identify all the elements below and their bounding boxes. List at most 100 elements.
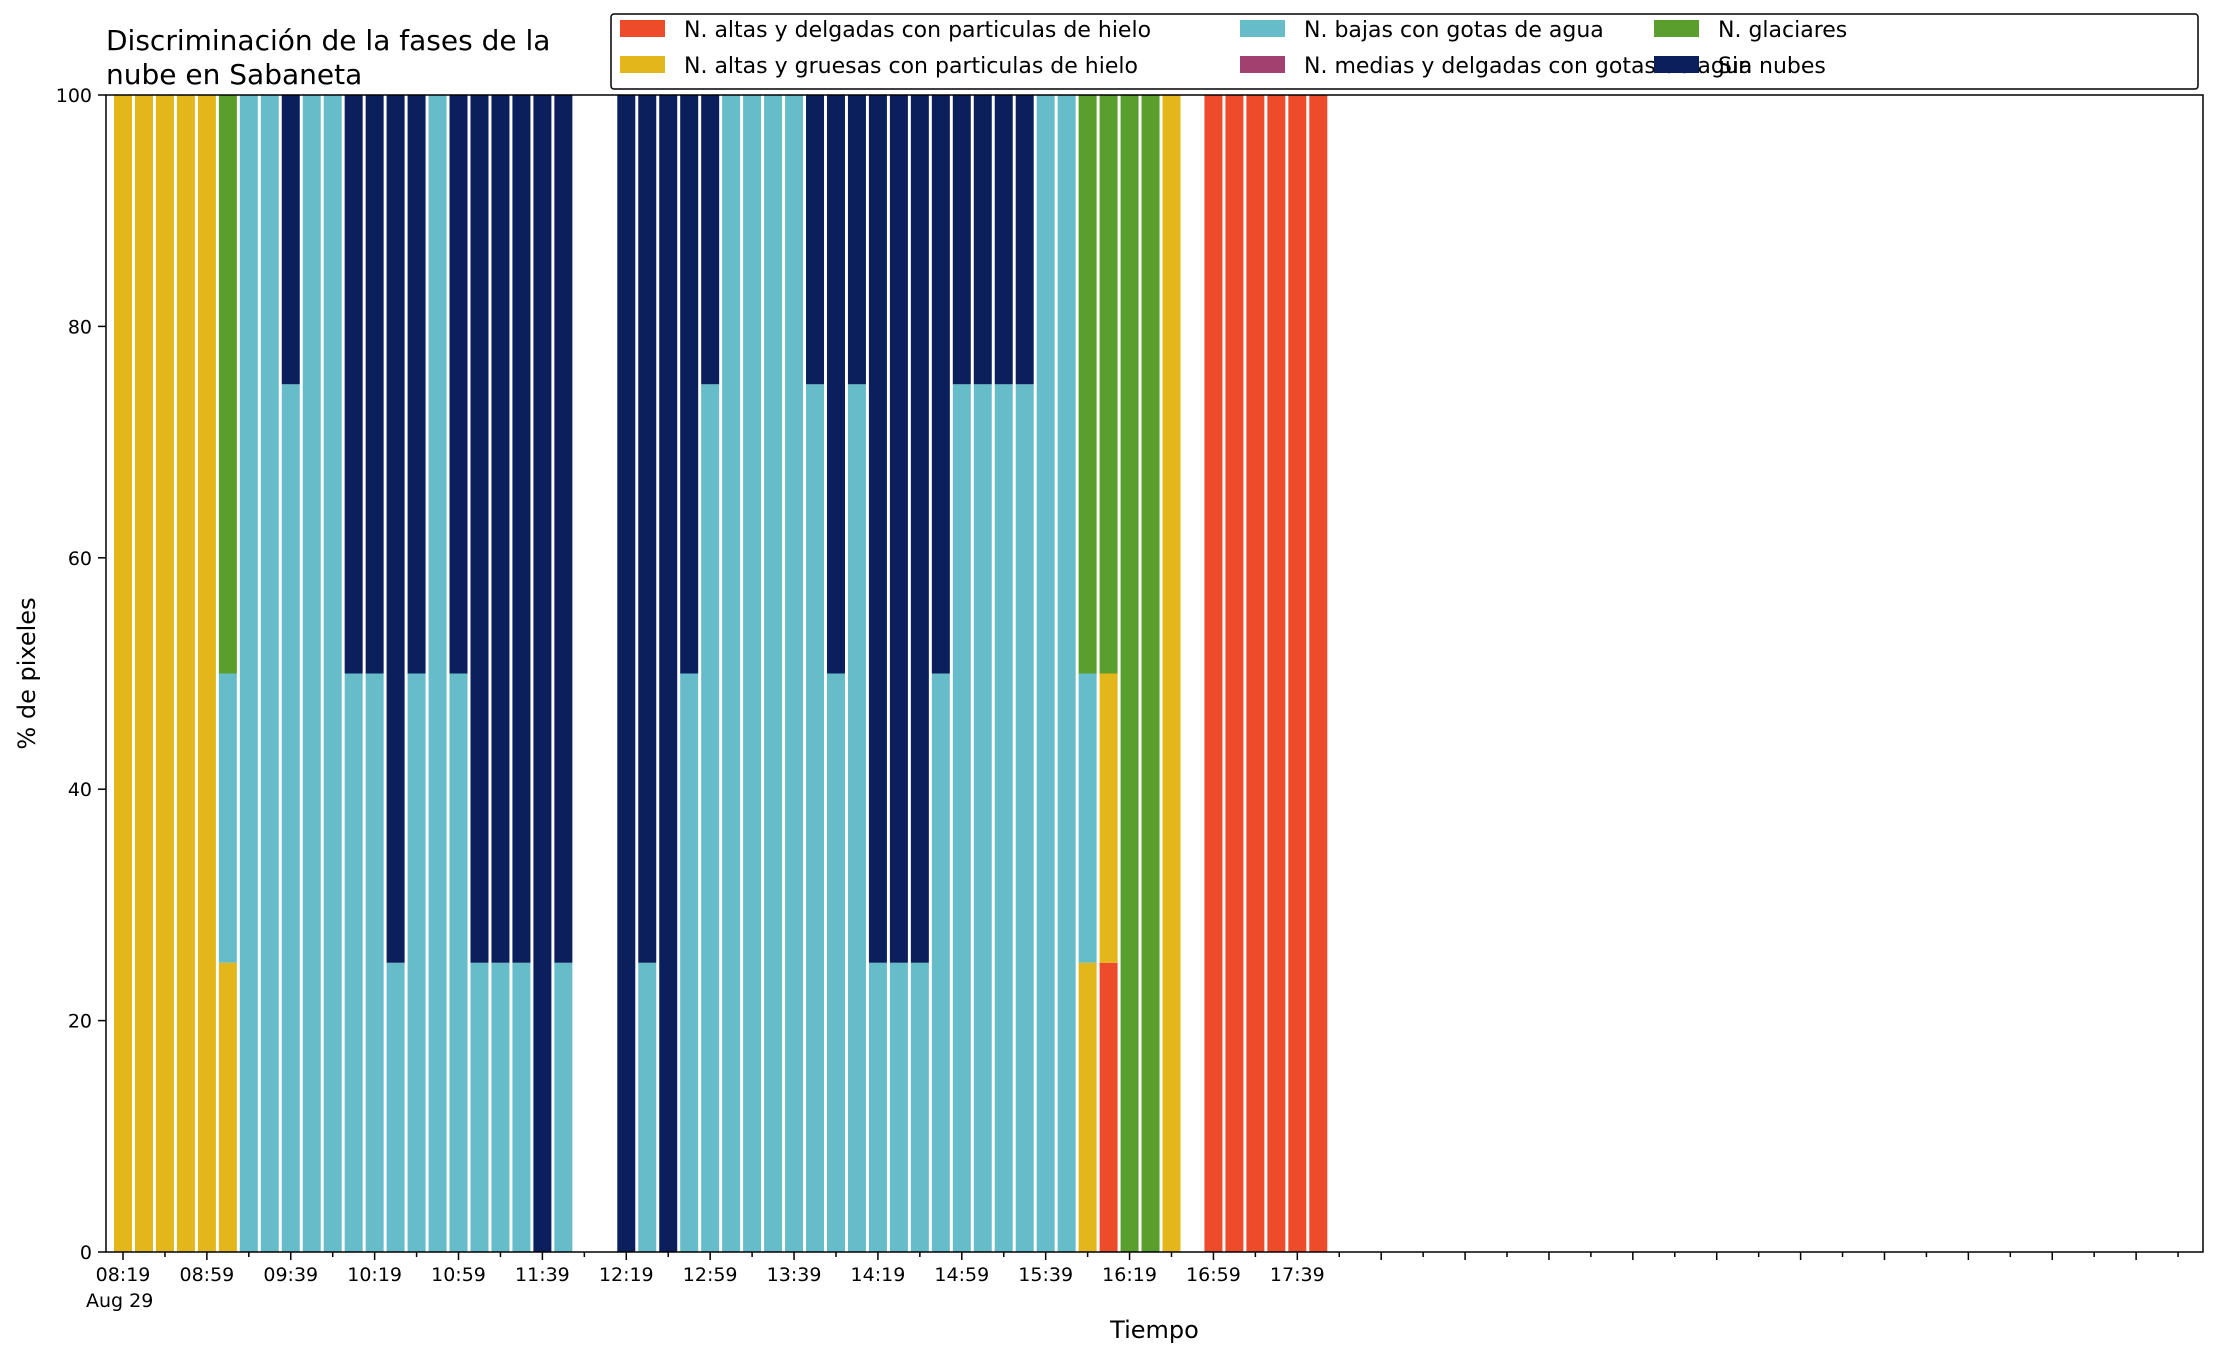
bar-segment — [386, 95, 405, 963]
bar-segment — [155, 95, 174, 1252]
legend-label: N. altas y delgadas con particulas de hi… — [684, 18, 1151, 43]
bar-segment — [449, 673, 468, 1252]
bar-segment — [1078, 95, 1097, 674]
bar-segment — [407, 673, 426, 1252]
bar-segment — [176, 95, 195, 1252]
bar-segment — [889, 95, 908, 963]
y-tick-label: 80 — [68, 316, 92, 338]
x-axis: 08:19 08:59 09:39 10:19 10:59 11:39 12:19 12:59… — [96, 1252, 2179, 1286]
bar-segment — [239, 95, 258, 1252]
bar-segment — [1162, 95, 1181, 1252]
bar-segment — [931, 673, 950, 1252]
x-tick-label: 14:19 — [851, 1264, 906, 1286]
bar-segment — [1309, 95, 1328, 1252]
bar-segment — [1288, 95, 1307, 1252]
bar-segment — [847, 95, 866, 385]
legend-swatch — [1654, 56, 1699, 73]
bar-segment — [806, 384, 825, 1252]
bar-segment — [931, 95, 950, 674]
bar-segment — [743, 95, 762, 1252]
x-tick-label: 15:39 — [1018, 1264, 1073, 1286]
bar-segment — [847, 384, 866, 1252]
bar-segment — [868, 962, 887, 1252]
x-tick-label: 12:19 — [599, 1264, 654, 1286]
bar-segment — [344, 95, 363, 674]
bar-segment — [994, 384, 1013, 1252]
bar-segment — [701, 95, 720, 385]
bar-segment — [617, 95, 636, 1252]
chart-title-line-1: Discriminación de la fases de la — [106, 24, 550, 57]
bar-segment — [1015, 384, 1034, 1252]
bar-segment — [491, 962, 510, 1252]
bar-segment — [973, 384, 992, 1252]
x-tick-label: 16:19 — [1102, 1264, 1157, 1286]
bar-segment — [1078, 673, 1097, 963]
y-tick-label: 60 — [68, 548, 92, 570]
bar-segment — [910, 95, 929, 963]
bar-segment — [910, 962, 929, 1252]
bar-segment — [554, 962, 573, 1252]
bar-segment — [826, 673, 845, 1252]
x-tick-label: 10:19 — [347, 1264, 402, 1286]
x-tick-label: 14:59 — [934, 1264, 989, 1286]
x-axis-label: Tiempo — [1109, 1316, 1199, 1344]
bar-segment — [659, 95, 678, 1252]
plot-frame — [105, 94, 2204, 1253]
bar-segment — [281, 384, 300, 1252]
bar-segment — [701, 384, 720, 1252]
bar-segment — [1015, 95, 1034, 385]
bar-segment — [1099, 962, 1118, 1252]
y-tick-label: 0 — [80, 1242, 92, 1264]
bar-segment — [680, 673, 699, 1252]
bar-segment — [449, 95, 468, 674]
bar-segment — [722, 95, 741, 1252]
bar-segment — [470, 962, 489, 1252]
y-tick-label: 100 — [56, 85, 92, 107]
x-tick-label: 08:19 — [96, 1264, 151, 1286]
bar-segment — [218, 962, 237, 1252]
bar-segment — [134, 95, 153, 1252]
bar-segment — [470, 95, 489, 963]
bar-segment — [826, 95, 845, 674]
legend-swatch — [1240, 56, 1285, 73]
legend-label: N. glaciares — [1718, 18, 1847, 43]
bar-segment — [638, 962, 657, 1252]
bar-segment — [512, 95, 531, 963]
bar-segment — [260, 95, 279, 1252]
bar-segment — [1057, 95, 1076, 1252]
bar-segment — [1246, 95, 1265, 1252]
bar-segment — [197, 95, 216, 1252]
bar-segment — [973, 95, 992, 385]
bars-layer — [114, 95, 1328, 1252]
bar-segment — [365, 673, 384, 1252]
bar-segment — [302, 95, 321, 1252]
bar-segment — [764, 95, 783, 1252]
y-tick-label: 40 — [68, 779, 92, 801]
bar-segment — [1036, 95, 1055, 1252]
x-tick-label: 17:39 — [1270, 1264, 1325, 1286]
bar-segment — [806, 95, 825, 385]
bar-segment — [994, 95, 1013, 385]
bar-segment — [952, 95, 971, 385]
bar-segment — [1078, 962, 1097, 1252]
bar-segment — [868, 95, 887, 963]
bar-segment — [281, 95, 300, 385]
bar-segment — [638, 95, 657, 963]
x-date-label: Aug 29 — [86, 1290, 153, 1312]
bar-segment — [554, 95, 573, 963]
legend-swatch — [620, 20, 665, 37]
legend-label: N. altas y gruesas con particulas de hie… — [684, 54, 1138, 79]
legend-swatch — [1240, 20, 1285, 37]
y-axis-label: % de pixeles — [13, 597, 41, 749]
chart-title-line-2: nube en Sabaneta — [106, 58, 362, 91]
bar-segment — [407, 95, 426, 674]
bar-segment — [491, 95, 510, 963]
bar-segment — [365, 95, 384, 674]
legend-swatch — [1654, 20, 1699, 37]
bar-segment — [512, 962, 531, 1252]
bar-segment — [889, 962, 908, 1252]
bar-segment — [1120, 95, 1139, 1252]
legend-label: Sin nubes — [1718, 54, 1826, 79]
x-tick-label: 12:59 — [683, 1264, 738, 1286]
